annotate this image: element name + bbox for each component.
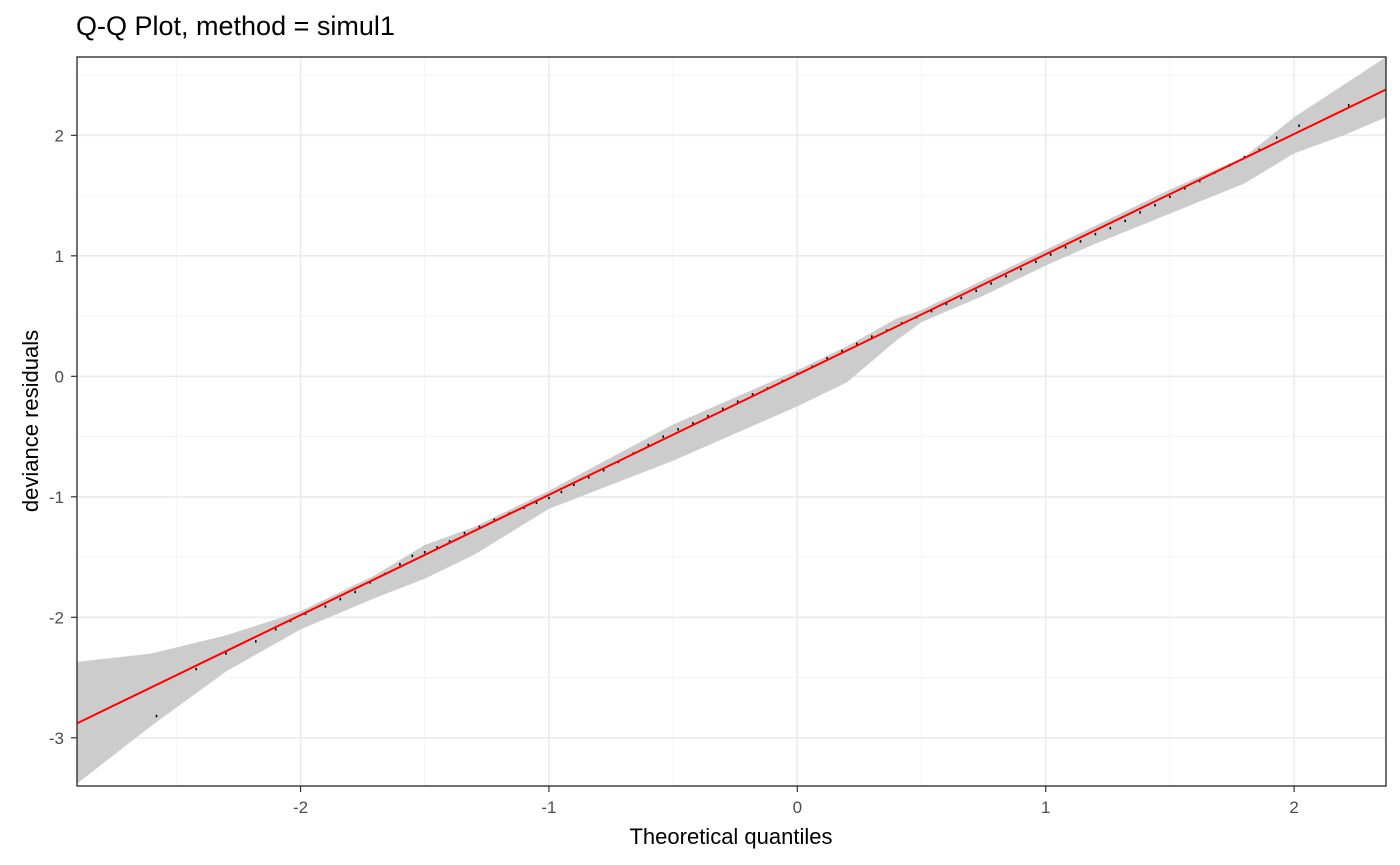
x-tick-label: -1 xyxy=(541,798,556,817)
y-tick-label: -2 xyxy=(49,608,64,627)
x-axis-title: Theoretical quantiles xyxy=(629,824,832,849)
data-point xyxy=(548,496,550,500)
data-point xyxy=(225,652,227,655)
data-point xyxy=(436,546,438,549)
data-point xyxy=(339,598,342,601)
y-axis: -3 -2 -1 0 1 2 xyxy=(49,126,77,748)
data-point xyxy=(1139,211,1141,214)
data-point xyxy=(930,310,933,313)
x-tick-label: 2 xyxy=(1289,798,1298,817)
data-point xyxy=(960,296,963,300)
data-point xyxy=(354,590,356,594)
data-point xyxy=(1169,195,1171,198)
data-point xyxy=(463,531,466,535)
data-point xyxy=(1184,187,1186,190)
x-axis: -2 -1 0 1 2 xyxy=(293,786,1299,817)
data-point xyxy=(1020,267,1022,271)
data-point xyxy=(1298,124,1300,127)
data-point xyxy=(841,349,843,353)
data-point xyxy=(573,483,575,486)
y-axis-title: deviance residuals xyxy=(18,330,43,512)
data-point xyxy=(255,640,257,643)
data-point xyxy=(1109,226,1112,230)
panel-border xyxy=(76,56,1387,787)
reference-line xyxy=(76,88,1387,725)
data-point xyxy=(1049,253,1052,256)
data-point xyxy=(677,428,679,431)
data-point xyxy=(448,540,451,543)
data-point xyxy=(423,551,426,554)
data-point xyxy=(662,435,664,438)
data-point xyxy=(1079,240,1082,243)
x-tick-label: -2 xyxy=(293,798,308,817)
confidence-envelope xyxy=(77,57,1386,784)
plot-area xyxy=(76,56,1387,787)
data-point xyxy=(493,518,496,521)
chart-title: Q-Q Plot, method = simul1 xyxy=(76,11,395,41)
data-point xyxy=(975,289,977,292)
data-point xyxy=(1005,275,1007,278)
data-point xyxy=(826,357,828,360)
data-point xyxy=(692,422,694,425)
data-point xyxy=(478,525,481,529)
data-point xyxy=(535,501,538,504)
y-tick-label: 1 xyxy=(55,247,64,266)
data-point xyxy=(647,443,650,447)
y-tick-label: -3 xyxy=(49,729,64,748)
data-point xyxy=(1275,136,1278,139)
data-point xyxy=(587,476,590,479)
data-point xyxy=(1064,246,1067,249)
data-point xyxy=(856,342,858,345)
data-point xyxy=(399,563,401,566)
data-point xyxy=(751,393,754,396)
data-point xyxy=(1035,260,1037,263)
data-point xyxy=(1124,219,1126,223)
data-point xyxy=(411,554,414,558)
data-point xyxy=(1198,179,1201,183)
data-point xyxy=(1347,104,1350,107)
data-point xyxy=(195,667,197,671)
data-point xyxy=(1154,204,1156,207)
data-point xyxy=(945,302,948,306)
data-point xyxy=(736,400,739,403)
y-tick-label: 0 xyxy=(55,367,64,386)
data-point xyxy=(707,414,709,418)
data-point xyxy=(274,628,277,631)
data-point xyxy=(155,714,158,718)
data-point xyxy=(560,490,563,494)
data-point xyxy=(871,335,873,338)
y-tick-label: -1 xyxy=(49,488,64,507)
y-tick-label: 2 xyxy=(55,126,64,145)
data-point xyxy=(324,605,327,608)
data-point xyxy=(1094,232,1097,236)
data-point xyxy=(990,282,992,285)
x-tick-label: 0 xyxy=(793,798,802,817)
major-gridlines xyxy=(77,57,1386,786)
x-tick-label: 1 xyxy=(1041,798,1050,817)
data-point xyxy=(722,407,724,410)
data-point xyxy=(602,469,605,472)
